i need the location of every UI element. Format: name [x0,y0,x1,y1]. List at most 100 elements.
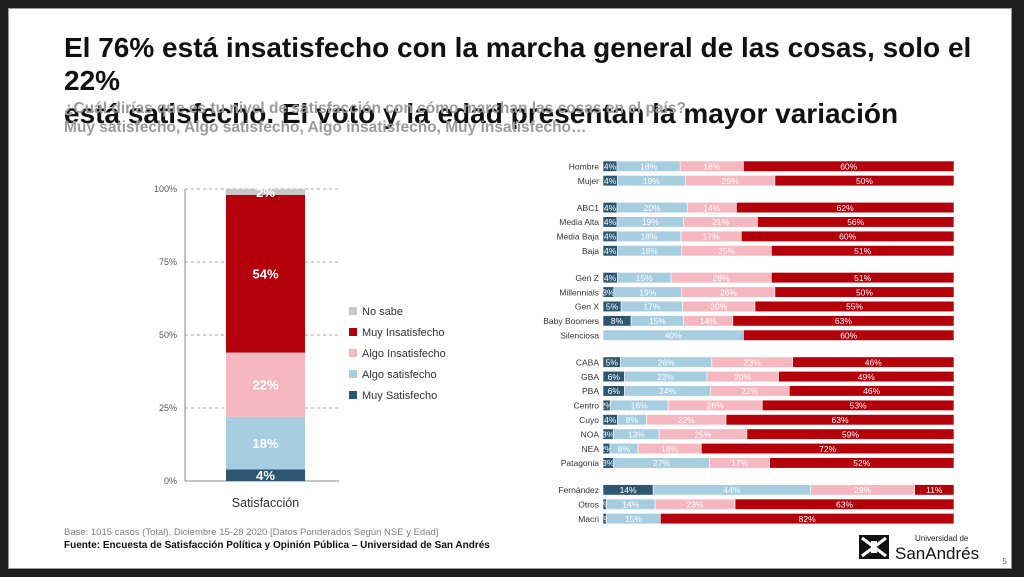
bar-data-label: 5% [606,357,619,367]
bar-data-label: 8% [611,316,624,326]
bar-data-label: 4% [604,232,617,242]
university-seal-icon [859,535,889,559]
bar-data-label: 22% [252,378,278,393]
legend-label: Algo satisfecho [362,369,437,381]
row-label: Fernández [558,485,599,495]
bar-data-label: 14% [620,485,637,495]
row-label: ABC1 [577,203,599,213]
row-label: Millennials [559,287,599,297]
bar-data-label: 59% [842,429,859,439]
bar-data-label: 50% [856,287,873,297]
bar-data-label: 19% [643,176,660,186]
bar-data-label: 22% [741,386,758,396]
bar-data-label: 13% [628,429,645,439]
bar-data-label: 3% [602,458,615,468]
slide-subtitle: ¿Cuál dirías que es tu nivel de satisfac… [64,99,964,137]
row-label: GBA [581,372,599,382]
bar-data-label: 19% [642,217,659,227]
row-label: Gen Z [575,273,599,283]
bar-data-label: 18% [641,246,658,256]
bar-data-label: 3% [602,287,615,297]
row-label: Patagonia [561,458,600,468]
bar-data-label: 25% [718,246,735,256]
bar-data-label: 60% [839,232,856,242]
bar-segment [743,160,955,172]
bar-data-label: 28% [713,273,730,283]
bar-data-label: 11% [926,485,943,495]
row-label: Centro [573,401,599,411]
bar-data-label: 23% [744,357,761,367]
row-label: Baby Boomers [543,316,599,326]
y-tick-label: 50% [159,330,177,340]
bar-data-label: 60% [840,331,857,341]
row-label: Gen X [575,302,599,312]
slide-title: El 76% está insatisfecho con la marcha g… [64,31,984,130]
bar-data-label: 17% [731,458,748,468]
legend-label: No sabe [362,306,403,318]
bar-segment [226,352,305,417]
bar-data-label: 63% [832,415,849,425]
bar-data-label: 8% [626,415,639,425]
slide: El 76% está insatisfecho con la marcha g… [8,8,1012,569]
bar-data-label: 3% [602,429,615,439]
bar-data-label: 14% [622,500,639,510]
bar-data-label: 6% [608,372,621,382]
bar-data-label: 18% [703,162,720,172]
legend-swatch [349,307,357,315]
bar-data-label: 25% [722,176,739,186]
bar-segment [746,428,955,440]
bar-segment [914,484,955,496]
bar-data-label: 4% [256,468,275,483]
legend-label: Muy Insatisfecho [362,327,445,339]
bar-segment [226,189,305,195]
bar-segment [788,385,955,397]
bar-data-label: 15% [649,316,666,326]
bar-data-label: 54% [252,267,278,282]
bar-data-label: 20% [710,302,727,312]
bar-data-label: 26% [720,287,737,297]
bar-data-label: 14% [703,203,720,213]
bar-data-label: 56% [847,217,864,227]
bar-data-label: 15% [636,273,653,283]
bar-data-label: 20% [734,372,751,382]
row-label: Macri [578,514,599,524]
footer-base-note: Base: 1015 casos (Total), Diciembre 15-2… [64,527,439,538]
bar-data-label: 51% [854,273,871,283]
bar-data-label: 63% [836,500,853,510]
bar-segment [740,230,955,242]
bar-data-label: 18% [252,436,278,451]
bar-data-label: 4% [604,246,617,256]
bar-data-label: 21% [712,217,729,227]
bar-data-label: 40% [665,331,682,341]
bar-segment [743,329,955,341]
bar-data-label: 4% [604,415,617,425]
logo-text-top: Universidad de [915,534,969,543]
subtitle-line-2: Muy satisfecho, Algo satisfecho, Algo in… [64,119,587,136]
bar-data-label: 6% [608,386,621,396]
bar-data-label: 18% [641,232,658,242]
bar-data-label: 17% [703,232,720,242]
bar-segment [769,457,955,469]
bar-data-label: 50% [856,176,873,186]
row-label: NEA [582,444,600,454]
total-satisfaction-chart: 0% 25% 50% 75% 100% 4% 18% 22% 54% 2% Satisfacción… [154,184,446,510]
bar-data-label: 82% [799,514,816,524]
legend-swatch [349,370,357,378]
bar-segment [761,399,955,411]
bar-data-label: 22% [678,415,695,425]
bar-data-label: 72% [819,444,836,454]
subtitle-line-1: ¿Cuál dirías que es tu nivel de satisfac… [64,100,686,117]
bar-data-label: 27% [653,458,670,468]
bar-data-label: 2% [256,185,275,200]
bar-data-label: 4% [604,217,617,227]
bar-data-label: 23% [687,500,704,510]
bar-data-label: 62% [837,203,854,213]
bar-data-label: 1% [599,500,612,510]
bar-data-label: 14% [700,316,717,326]
bar-segment [771,272,955,284]
bar-data-label: 19% [639,287,656,297]
row-label: Baja [582,246,599,256]
row-label: Mujer [578,176,599,186]
row-label: NOA [581,429,600,439]
bar-segment [226,469,305,481]
